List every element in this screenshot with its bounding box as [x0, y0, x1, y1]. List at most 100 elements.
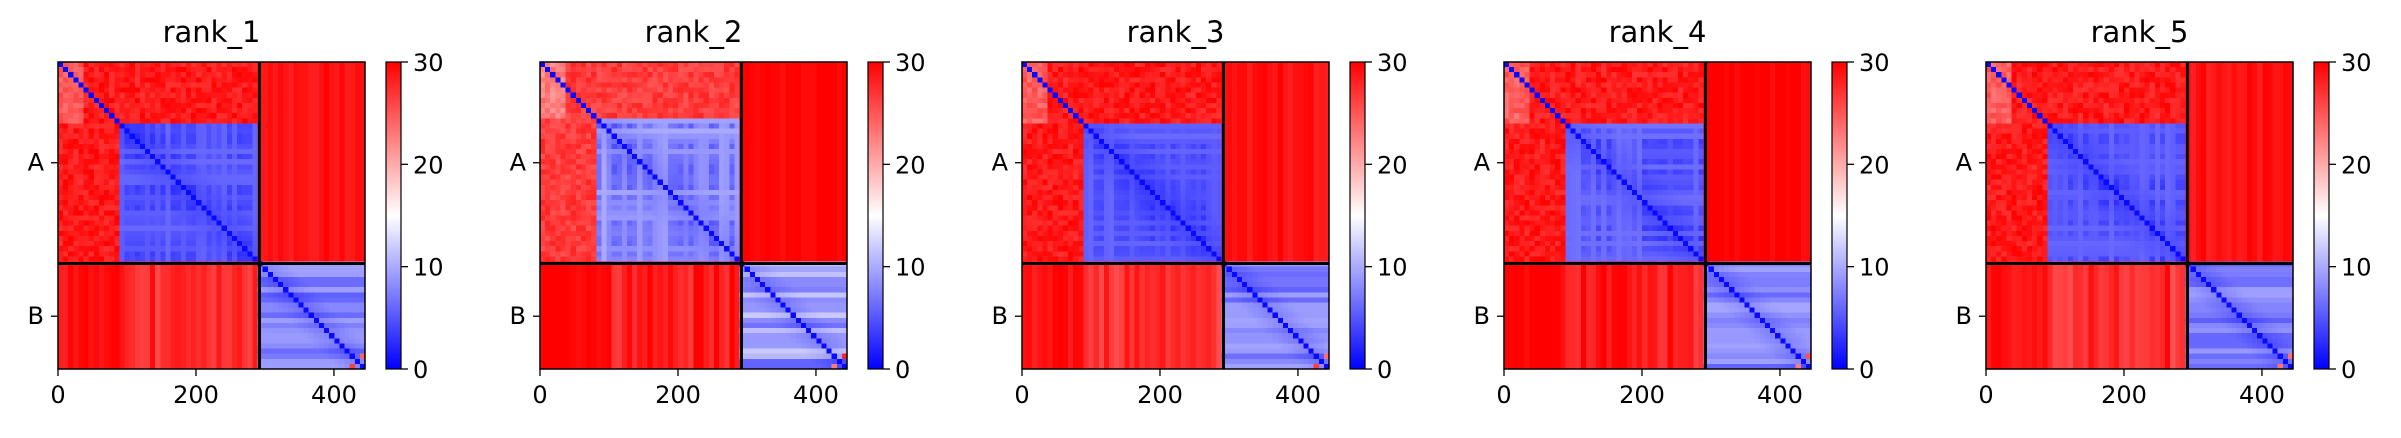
heatmap-cell [150, 220, 156, 227]
heatmap-cell [713, 82, 720, 88]
heatmap-cell [201, 317, 207, 324]
heatmap-cell [78, 128, 84, 135]
heatmap-cell [272, 179, 279, 186]
heatmap-cell [175, 113, 182, 119]
heatmap-cell [88, 62, 95, 68]
heatmap-cell [221, 210, 228, 216]
heatmap-cell [267, 230, 274, 237]
heatmap-cell [780, 133, 786, 140]
heatmap-cell [134, 72, 141, 78]
heatmap-cell [119, 205, 125, 211]
heatmap-cell [349, 67, 356, 73]
heatmap-cell [129, 72, 136, 78]
heatmap-cell [93, 322, 100, 329]
heatmap-cell [124, 353, 131, 360]
heatmap-cell [688, 97, 694, 104]
heatmap-cell [642, 133, 648, 140]
heatmap-cell [134, 179, 141, 186]
heatmap-cell [349, 363, 356, 370]
heatmap-cell [247, 133, 253, 140]
heatmap-cell [98, 164, 105, 170]
heatmap-cell [329, 282, 335, 288]
heatmap-cell [68, 328, 74, 334]
heatmap-cell [68, 292, 74, 298]
heatmap-cell [303, 230, 310, 237]
heatmap-cell [308, 77, 315, 83]
heatmap-cell [318, 292, 325, 298]
heatmap-cell [180, 312, 187, 319]
heatmap-cell [191, 328, 197, 334]
heatmap-cell [109, 72, 115, 78]
heatmap-cell [242, 363, 248, 370]
heatmap-cell [180, 164, 187, 170]
heatmap-cell [252, 179, 258, 186]
heatmap-cell [652, 108, 659, 114]
heatmap-cell [703, 164, 710, 170]
heatmap-cell [550, 143, 556, 150]
heatmap-cell [313, 174, 320, 181]
heatmap-cell [662, 174, 669, 181]
heatmap-cell [826, 87, 833, 94]
heatmap-cell [185, 108, 192, 114]
heatmap-cell [775, 62, 781, 68]
heatmap-cell [170, 241, 177, 247]
heatmap-cell [98, 246, 105, 252]
heatmap-cell [226, 241, 233, 247]
heatmap-cell [211, 322, 218, 329]
heatmap-cell [83, 297, 90, 303]
heatmap-cell [242, 328, 248, 334]
heatmap-cell [104, 108, 110, 114]
heatmap-cell [247, 154, 253, 160]
heatmap-cell [150, 97, 156, 104]
heatmap-cell [206, 189, 212, 196]
heatmap-cell [324, 179, 330, 186]
heatmap-cell [626, 97, 633, 104]
heatmap-cell [201, 241, 207, 247]
heatmap-cell [816, 143, 822, 150]
heatmap-cell [575, 72, 582, 78]
heatmap-cell [237, 266, 243, 273]
heatmap-cell [58, 210, 64, 216]
heatmap-cell [191, 189, 197, 196]
heatmap-cell [73, 338, 79, 344]
heatmap-cell [349, 174, 356, 181]
heatmap-cell [826, 72, 833, 78]
heatmap-cell [221, 164, 228, 170]
heatmap-cell [744, 128, 751, 135]
heatmap-cell [575, 97, 582, 104]
heatmap-cell [642, 67, 648, 73]
heatmap-cell [318, 282, 325, 288]
heatmap-cell [667, 174, 674, 181]
heatmap-cell [288, 210, 294, 216]
heatmap-cell [278, 102, 284, 109]
heatmap-cell [150, 123, 156, 129]
heatmap-cell [114, 343, 120, 349]
heatmap-cell [83, 102, 90, 109]
heatmap-cell [206, 159, 212, 165]
heatmap-cell [231, 138, 238, 145]
heatmap-cell [160, 108, 166, 114]
heatmap-cell [175, 195, 182, 201]
heatmap-cell [683, 87, 689, 94]
heatmap-cell [196, 164, 202, 170]
heatmap-cell [231, 123, 238, 129]
heatmap-cell [134, 159, 141, 165]
heatmap-cell [206, 143, 212, 150]
heatmap-cell [652, 174, 659, 181]
heatmap-cell [278, 113, 284, 119]
heatmap-cell [242, 169, 248, 175]
heatmap-cell [683, 77, 689, 83]
heatmap-cell [293, 210, 299, 216]
heatmap-cell [201, 302, 207, 308]
heatmap-cell [283, 174, 289, 181]
heatmap-cell [221, 348, 228, 355]
heatmap-cell [226, 348, 233, 355]
heatmap-cell [242, 322, 248, 329]
heatmap-cell [647, 154, 653, 160]
heatmap-cell [288, 287, 294, 293]
heatmap-cell [211, 225, 218, 232]
heatmap-cell [252, 343, 258, 349]
heatmap-cell [800, 67, 807, 73]
heatmap-cell [175, 302, 182, 308]
heatmap-cell [252, 307, 258, 314]
